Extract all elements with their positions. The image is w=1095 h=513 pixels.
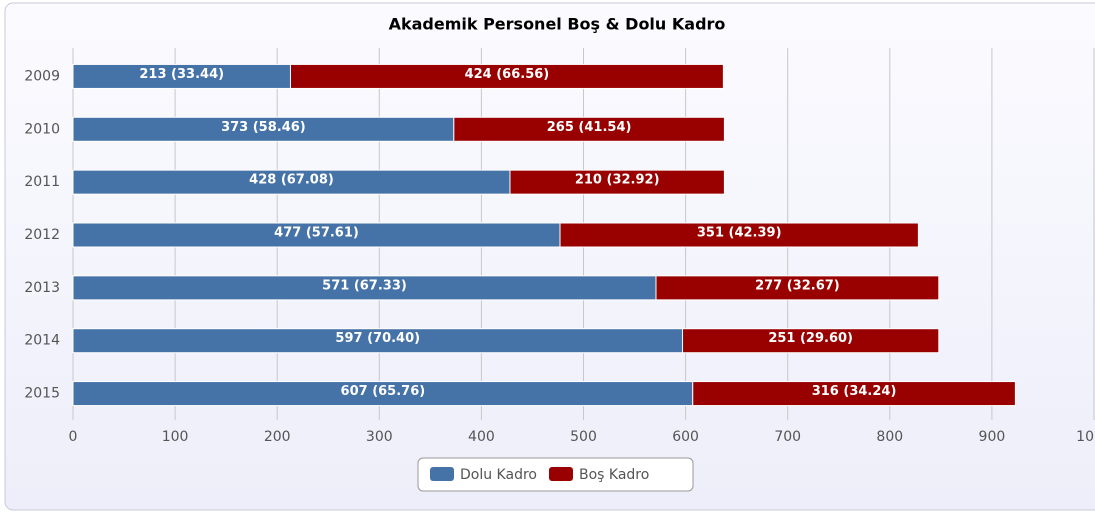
- y-tick-label: 2015: [24, 386, 60, 402]
- value-label: 251 (29.60): [768, 331, 853, 346]
- value-label: 265 (41.54): [547, 120, 632, 135]
- bar: [72, 116, 455, 142]
- value-label: 277 (32.67): [755, 278, 840, 293]
- bar: [72, 328, 684, 354]
- y-tick-label: 2014: [24, 333, 60, 349]
- value-label: 213 (33.44): [139, 67, 224, 82]
- value-label: 373 (58.46): [221, 120, 306, 135]
- x-tick-label: 500: [570, 429, 597, 445]
- legend-swatch: [430, 467, 454, 481]
- legend-label: Boş Kadro: [579, 467, 649, 483]
- value-label: 316 (34.24): [812, 384, 897, 399]
- value-label: 597 (70.40): [335, 331, 420, 346]
- value-label: 210 (32.92): [575, 173, 660, 188]
- bar: [72, 275, 657, 301]
- value-label: 428 (67.08): [249, 173, 334, 188]
- bar: [72, 381, 694, 407]
- y-tick-label: 2012: [24, 227, 60, 243]
- bar: [72, 63, 291, 89]
- bar: [559, 222, 919, 248]
- x-tick-label: 900: [979, 429, 1006, 445]
- bar: [509, 169, 725, 195]
- bar: [72, 222, 561, 248]
- y-tick-label: 2013: [24, 280, 60, 296]
- x-tick-label: 400: [468, 429, 495, 445]
- value-label: 607 (65.76): [341, 384, 426, 399]
- bar: [682, 328, 940, 354]
- bar: [72, 169, 511, 195]
- x-tick-label: 800: [876, 429, 903, 445]
- bar: [655, 275, 940, 301]
- value-label: 351 (42.39): [697, 226, 782, 241]
- x-tick-label: 0: [69, 429, 78, 445]
- bar: [453, 116, 725, 142]
- x-tick-label: 700: [774, 429, 801, 445]
- bar: [289, 63, 724, 89]
- y-tick-label: 2010: [24, 121, 60, 137]
- chart-title: Akademik Personel Boş & Dolu Kadro: [389, 15, 726, 34]
- bar: [692, 381, 1016, 407]
- x-tick-label: 300: [366, 429, 393, 445]
- x-tick-label: 100: [162, 429, 189, 445]
- x-tick-label: 1000: [1076, 429, 1095, 445]
- legend-label: Dolu Kadro: [460, 467, 537, 483]
- x-tick-label: 600: [672, 429, 699, 445]
- y-tick-label: 2011: [24, 174, 60, 190]
- legend-swatch: [548, 467, 573, 481]
- y-tick-label: 2009: [24, 68, 60, 84]
- x-tick-label: 200: [264, 429, 291, 445]
- value-label: 477 (57.61): [274, 226, 359, 241]
- value-label: 424 (66.56): [465, 67, 550, 82]
- value-label: 571 (67.33): [322, 278, 407, 293]
